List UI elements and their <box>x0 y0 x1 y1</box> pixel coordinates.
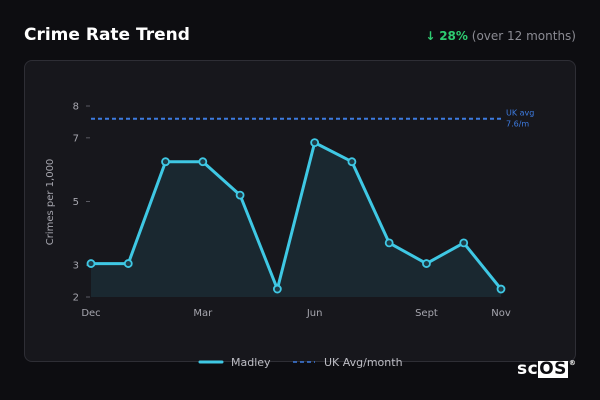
x-tick-label: Dec <box>81 308 100 319</box>
data-point <box>310 138 320 148</box>
x-tick-label: Jun <box>306 308 323 319</box>
y-axis: 2 3 5 7 8 <box>73 102 90 304</box>
data-point <box>272 284 282 294</box>
y-tick-label: 7 <box>73 133 79 144</box>
reference-label: UK avg <box>506 109 534 118</box>
data-point <box>422 259 431 268</box>
y-axis-label: Crimes per 1,000 <box>45 159 56 246</box>
y-tick-label: 5 <box>73 197 79 208</box>
data-point <box>123 259 133 268</box>
data-point <box>384 238 394 248</box>
change-percent: 28% <box>439 29 468 43</box>
x-tick-label: Sept <box>415 308 438 319</box>
series-points <box>86 138 506 294</box>
change-period: (over 12 months) <box>471 29 576 43</box>
legend-label-madley: Madley <box>231 356 271 369</box>
data-point <box>459 238 469 248</box>
chart-card <box>24 60 576 362</box>
y-tick-label: 2 <box>73 293 79 304</box>
chart-title: Crime Rate Trend <box>24 25 190 45</box>
x-tick-label: Mar <box>193 308 213 319</box>
reference-value-label: 7.6/m <box>506 120 529 129</box>
y-tick-label: 8 <box>73 102 79 113</box>
legend-label-uk-avg: UK Avg/month <box>324 356 403 369</box>
x-axis: Dec Mar Jun Sept Nov <box>81 308 511 319</box>
x-tick-label: Nov <box>491 308 511 319</box>
data-point <box>198 157 208 167</box>
brand-logo: scOS ® <box>517 359 577 379</box>
down-arrow-icon: ↓ <box>425 29 436 43</box>
change-indicator: ↓ 28% (over 12 months) <box>425 29 576 43</box>
data-point <box>235 190 245 200</box>
data-point <box>161 157 170 167</box>
series-line-madley <box>91 141 503 291</box>
legend: Madley UK Avg/month <box>198 356 403 369</box>
data-point <box>347 157 357 167</box>
data-point <box>496 284 506 294</box>
data-point <box>86 259 96 268</box>
y-tick-label: 3 <box>73 261 79 272</box>
